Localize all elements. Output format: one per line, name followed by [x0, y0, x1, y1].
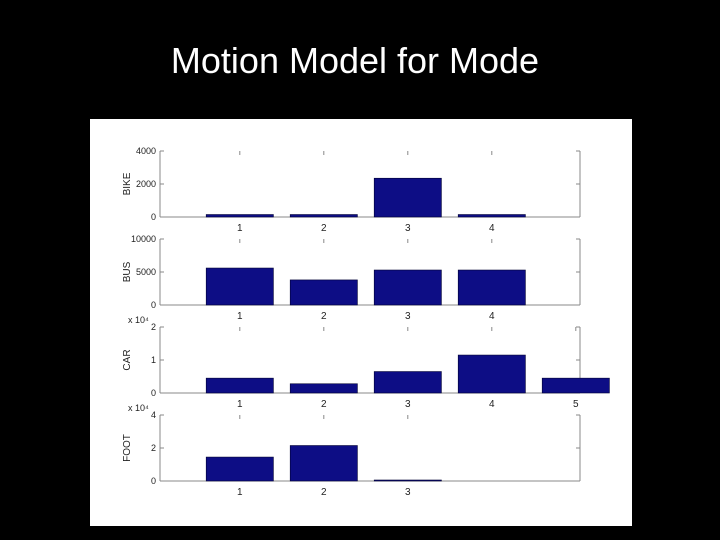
bus-xtick-label: 1 [237, 311, 243, 322]
bike-bar-2 [289, 214, 358, 218]
car-ytick-label: 2 [151, 322, 156, 332]
car-multiplier: x 10⁴ [128, 315, 149, 325]
car-xtick-label: 3 [405, 399, 411, 410]
bike-bar-1 [205, 214, 274, 218]
foot-xtick-label: 3 [405, 487, 411, 498]
bus-xtick-label: 4 [489, 311, 495, 322]
bus-bar-4 [457, 269, 526, 306]
foot-xtick-label: 1 [237, 487, 243, 498]
foot-ytick-label: 0 [151, 476, 156, 486]
bike-xtick-label: 4 [489, 223, 495, 234]
car-ytick-label: 0 [151, 388, 156, 398]
foot-ytick-label: 2 [151, 443, 156, 453]
car-bar-4 [457, 354, 526, 394]
car-bar-2 [289, 383, 358, 394]
car-xtick-label: 4 [489, 399, 495, 410]
car-ytick-label: 1 [151, 355, 156, 365]
slide-title: Motion Model for Mode [170, 40, 540, 81]
car-xtick-label: 1 [237, 399, 243, 410]
bike-xtick-label: 1 [237, 223, 243, 234]
bus-xtick-label: 2 [321, 311, 327, 322]
bike-ylabel: BIKE [122, 172, 133, 195]
bike-xtick-label: 2 [321, 223, 327, 234]
bus-ylabel: BUS [122, 261, 133, 282]
bus-ytick-label: 5000 [136, 267, 156, 277]
bus-ytick-label: 10000 [131, 234, 156, 244]
bus-bar-2 [289, 279, 358, 306]
bike-ytick-label: 0 [151, 212, 156, 222]
car-xtick-label: 2 [321, 399, 327, 410]
foot-bar-1 [205, 456, 274, 482]
bike-bar-3 [373, 177, 442, 218]
foot-xtick-label: 2 [321, 487, 327, 498]
foot-bar-3 [373, 479, 442, 482]
car-bar-5 [541, 377, 610, 394]
bike-ytick-label: 4000 [136, 146, 156, 156]
bus-xtick-label: 3 [405, 311, 411, 322]
foot-ytick-label: 4 [151, 410, 156, 420]
car-xtick-label: 5 [573, 399, 579, 410]
car-bar-3 [373, 371, 442, 394]
foot-ylabel: FOOT [122, 434, 133, 462]
bar-chart-stack: 0 2000 4000 BIKE 1 2 3 4 0 5000 10000 BUS 1 2 3 4 0 1 2 CAR… [122, 146, 610, 498]
bike-xtick-label: 3 [405, 223, 411, 234]
foot-bar-2 [289, 445, 358, 482]
bus-ytick-label: 0 [151, 300, 156, 310]
foot-multiplier: x 10⁴ [128, 403, 149, 413]
bike-bar-4 [457, 214, 526, 218]
car-bar-1 [205, 377, 274, 394]
figure-panel: 0 2000 4000 BIKE 1 2 3 4 0 5000 10000 BUS 1 2 3 4 0 1 2 CAR… [90, 119, 632, 526]
car-ylabel: CAR [122, 349, 133, 370]
bus-bar-1 [205, 267, 274, 306]
bus-bar-3 [373, 269, 442, 306]
bike-ytick-label: 2000 [136, 179, 156, 189]
